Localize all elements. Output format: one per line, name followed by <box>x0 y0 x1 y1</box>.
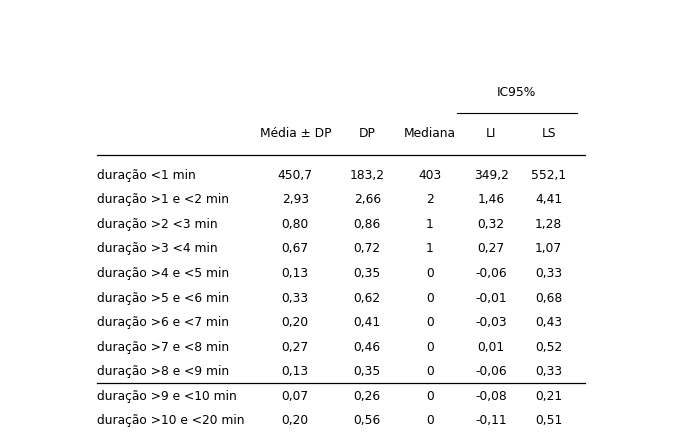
Text: 0,43: 0,43 <box>535 316 562 329</box>
Text: 0,35: 0,35 <box>354 365 381 378</box>
Text: LS: LS <box>541 127 556 140</box>
Text: 0: 0 <box>426 390 434 403</box>
Text: 552,1: 552,1 <box>531 169 566 182</box>
Text: duração >10 e <20 min: duração >10 e <20 min <box>96 414 244 427</box>
Text: duração >5 e <6 min: duração >5 e <6 min <box>96 291 229 305</box>
Text: DP: DP <box>359 127 376 140</box>
Text: 0,56: 0,56 <box>354 414 381 427</box>
Text: 1: 1 <box>426 243 434 256</box>
Text: 0: 0 <box>426 267 434 280</box>
Text: 0,27: 0,27 <box>477 243 505 256</box>
Text: 0,20: 0,20 <box>281 414 309 427</box>
Text: duração >6 e <7 min: duração >6 e <7 min <box>96 316 228 329</box>
Text: 0,80: 0,80 <box>281 218 309 231</box>
Text: 0,62: 0,62 <box>354 291 381 305</box>
Text: 0,07: 0,07 <box>281 390 309 403</box>
Text: IC95%: IC95% <box>497 87 536 99</box>
Text: 2: 2 <box>426 193 434 206</box>
Text: 0,26: 0,26 <box>354 390 381 403</box>
Text: duração <1 min: duração <1 min <box>96 169 195 182</box>
Text: 0,27: 0,27 <box>281 341 309 354</box>
Text: 0,46: 0,46 <box>354 341 381 354</box>
Text: 0,52: 0,52 <box>535 341 562 354</box>
Text: 4,41: 4,41 <box>535 193 562 206</box>
Text: 0,51: 0,51 <box>535 414 562 427</box>
Text: 0: 0 <box>426 316 434 329</box>
Text: -0,06: -0,06 <box>475 267 507 280</box>
Text: 0,67: 0,67 <box>281 243 309 256</box>
Text: 1: 1 <box>426 218 434 231</box>
Text: 1,07: 1,07 <box>535 243 562 256</box>
Text: duração >2 <3 min: duração >2 <3 min <box>96 218 217 231</box>
Text: 0,01: 0,01 <box>477 341 505 354</box>
Text: -0,01: -0,01 <box>475 291 507 305</box>
Text: 0,13: 0,13 <box>281 267 309 280</box>
Text: 0,86: 0,86 <box>354 218 381 231</box>
Text: 0,33: 0,33 <box>535 365 562 378</box>
Text: 183,2: 183,2 <box>350 169 385 182</box>
Text: duração >3 <4 min: duração >3 <4 min <box>96 243 217 256</box>
Text: 0: 0 <box>426 291 434 305</box>
Text: 0,33: 0,33 <box>535 267 562 280</box>
Text: 450,7: 450,7 <box>278 169 313 182</box>
Text: 0,32: 0,32 <box>477 218 505 231</box>
Text: duração >9 e <10 min: duração >9 e <10 min <box>96 390 237 403</box>
Text: -0,08: -0,08 <box>475 390 507 403</box>
Text: -0,11: -0,11 <box>475 414 507 427</box>
Text: 0: 0 <box>426 365 434 378</box>
Text: duração >8 e <9 min: duração >8 e <9 min <box>96 365 229 378</box>
Text: 2,66: 2,66 <box>354 193 381 206</box>
Text: duração >1 e <2 min: duração >1 e <2 min <box>96 193 228 206</box>
Text: 349,2: 349,2 <box>474 169 508 182</box>
Text: 0,68: 0,68 <box>535 291 562 305</box>
Text: 0,41: 0,41 <box>354 316 381 329</box>
Text: Média ± DP: Média ± DP <box>259 127 331 140</box>
Text: 0: 0 <box>426 414 434 427</box>
Text: 0,13: 0,13 <box>281 365 309 378</box>
Text: 2,93: 2,93 <box>281 193 309 206</box>
Text: duração >7 e <8 min: duração >7 e <8 min <box>96 341 229 354</box>
Text: -0,03: -0,03 <box>475 316 507 329</box>
Text: -0,06: -0,06 <box>475 365 507 378</box>
Text: 0,72: 0,72 <box>354 243 381 256</box>
Text: 0,35: 0,35 <box>354 267 381 280</box>
Text: 0,33: 0,33 <box>281 291 309 305</box>
Text: 0,21: 0,21 <box>535 390 562 403</box>
Text: 403: 403 <box>418 169 442 182</box>
Text: 0: 0 <box>426 341 434 354</box>
Text: 0,20: 0,20 <box>281 316 309 329</box>
Text: LI: LI <box>486 127 497 140</box>
Text: 1,46: 1,46 <box>477 193 505 206</box>
Text: 1,28: 1,28 <box>535 218 562 231</box>
Text: duração >4 e <5 min: duração >4 e <5 min <box>96 267 229 280</box>
Text: Mediana: Mediana <box>404 127 456 140</box>
